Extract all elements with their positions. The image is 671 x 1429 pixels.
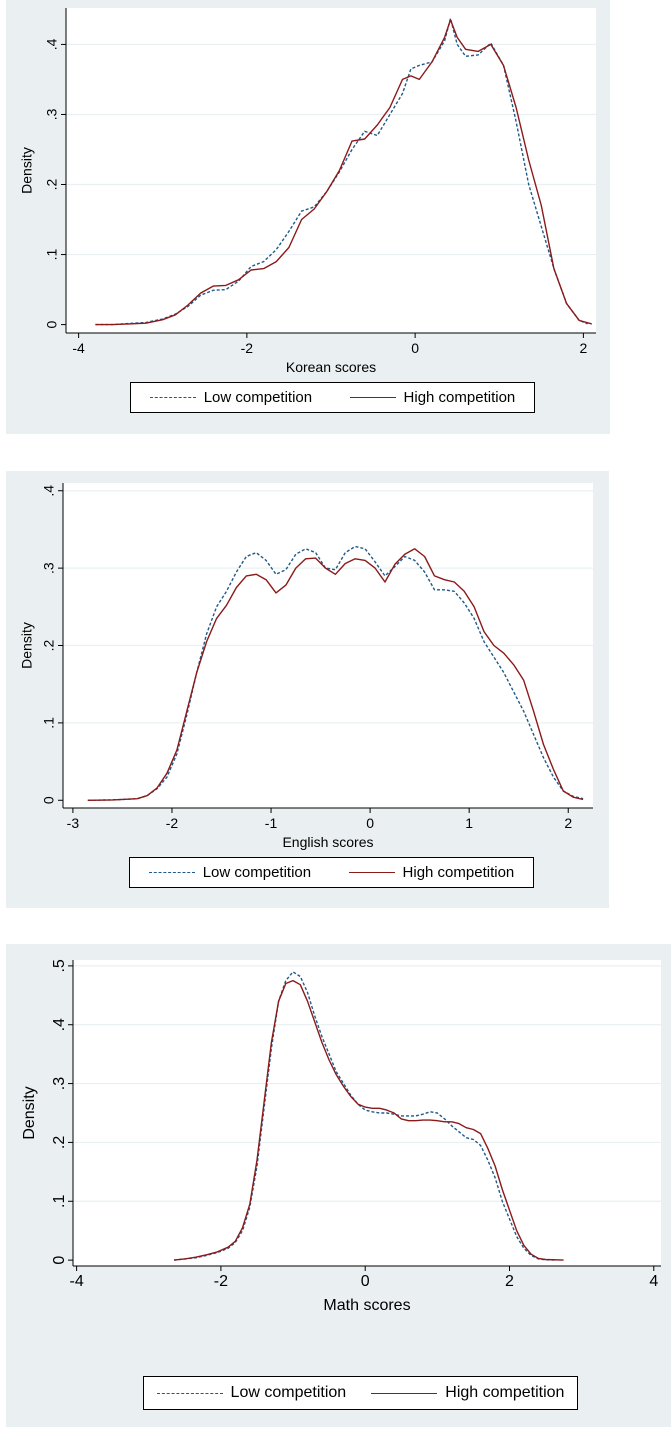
x-tick-label: -3 <box>67 815 80 831</box>
series-line-high-competition <box>87 548 584 801</box>
legend-label-low-competition: Low competition <box>230 1384 347 1401</box>
y-tick-label: .2 <box>41 639 57 651</box>
x-tick-label: 2 <box>579 340 587 356</box>
y-tick-label: .1 <box>51 1194 68 1207</box>
x-tick-label: 0 <box>361 1273 370 1290</box>
legend-label-high-competition: High competition <box>445 1384 565 1401</box>
plot-area <box>66 8 596 333</box>
math-chart-panel: 0 .1 .2 .3 .4 .5 -4 -2 0 2 4 Math scores Density Low… <box>6 944 671 1427</box>
english-chart-legend: Low competition High competition <box>129 857 534 888</box>
legend-label-high-competition: High competition <box>403 389 516 406</box>
y-tick-label: .3 <box>44 108 60 120</box>
legend-swatch-low-competition <box>149 397 196 398</box>
math-density-chart: 0 .1 .2 .3 .4 .5 -4 -2 0 2 4 Math scores Density <box>21 959 661 1314</box>
y-axis-title: Density <box>19 147 35 194</box>
x-axis-title: English scores <box>282 834 373 850</box>
legend-swatch-high-competition <box>371 1392 438 1394</box>
x-tick-label: -2 <box>241 340 254 356</box>
x-tick-label: 1 <box>465 815 473 831</box>
x-axis-title: Math scores <box>323 1297 410 1314</box>
y-tick-label: 0 <box>44 320 60 328</box>
legend-item-high-competition: High competition <box>349 389 516 406</box>
series-line-high-competition <box>173 979 564 1261</box>
x-tick-label: 2 <box>505 1273 514 1290</box>
y-tick-label: .4 <box>51 1018 68 1031</box>
legend-item-low-competition: Low competition <box>156 1384 347 1402</box>
series-line-high-competition <box>95 19 592 326</box>
y-tick-label: .2 <box>51 1136 68 1149</box>
x-tick-label: -2 <box>166 815 179 831</box>
legend-swatch-high-competition <box>348 872 395 873</box>
x-tick-label: -1 <box>265 815 278 831</box>
korean-chart-panel: 0 .1 .2 .3 .4 -4 -2 0 2 Korean scores Density Low … <box>6 0 610 434</box>
x-tick-label: 0 <box>411 340 419 356</box>
legend-swatch-low-competition <box>156 1392 223 1394</box>
legend-item-high-competition: High competition <box>348 864 515 881</box>
x-tick-label: 4 <box>649 1273 658 1290</box>
y-tick-label: .1 <box>41 717 57 729</box>
y-tick-label: .4 <box>44 38 60 50</box>
legend-label-low-competition: Low competition <box>202 864 312 881</box>
legend-swatch-low-competition <box>148 872 195 873</box>
english-density-chart: 0 .1 .2 .3 .4 -3 -2 -1 0 1 2 English scores Density <box>19 483 593 850</box>
y-tick-label: .1 <box>44 249 60 261</box>
x-tick-label: -4 <box>69 1273 83 1290</box>
x-axis-title: Korean scores <box>286 359 376 375</box>
series-line-low-competition <box>87 545 584 801</box>
korean-chart-legend: Low competition High competition <box>130 382 535 413</box>
legend-label-high-competition: High competition <box>402 864 515 881</box>
y-axis-title: Density <box>19 622 35 669</box>
y-tick-label: 0 <box>51 1256 68 1265</box>
y-tick-label: .5 <box>51 959 68 972</box>
x-tick-label: -2 <box>214 1273 228 1290</box>
y-tick-label: .4 <box>41 485 57 497</box>
korean-density-chart: 0 .1 .2 .3 .4 -4 -2 0 2 Korean scores Density <box>19 8 596 375</box>
y-tick-label: .3 <box>51 1077 68 1090</box>
series-line-low-competition <box>95 17 588 326</box>
y-tick-label: .2 <box>44 178 60 190</box>
english-chart-panel: 0.1.2.3.4 -3 -2 -1 0 1 2 English scores Density … <box>6 471 609 908</box>
x-tick-label: 0 <box>366 815 374 831</box>
legend-item-high-competition: High competition <box>371 1384 564 1402</box>
legend-item-low-competition: Low competition <box>149 389 313 406</box>
math-chart-legend: Low competition High competition <box>143 1376 578 1410</box>
legend-label-low-competition: Low competition <box>203 389 313 406</box>
x-tick-label: -4 <box>72 340 85 356</box>
y-tick-label: .3 <box>41 562 57 574</box>
y-axis-title: Density <box>21 1086 38 1139</box>
legend-swatch-high-competition <box>349 397 396 398</box>
x-tick-label: 2 <box>564 815 572 831</box>
y-tick-label: 0 <box>41 796 57 804</box>
plot-area <box>73 960 661 1266</box>
legend-item-low-competition: Low competition <box>148 864 312 881</box>
